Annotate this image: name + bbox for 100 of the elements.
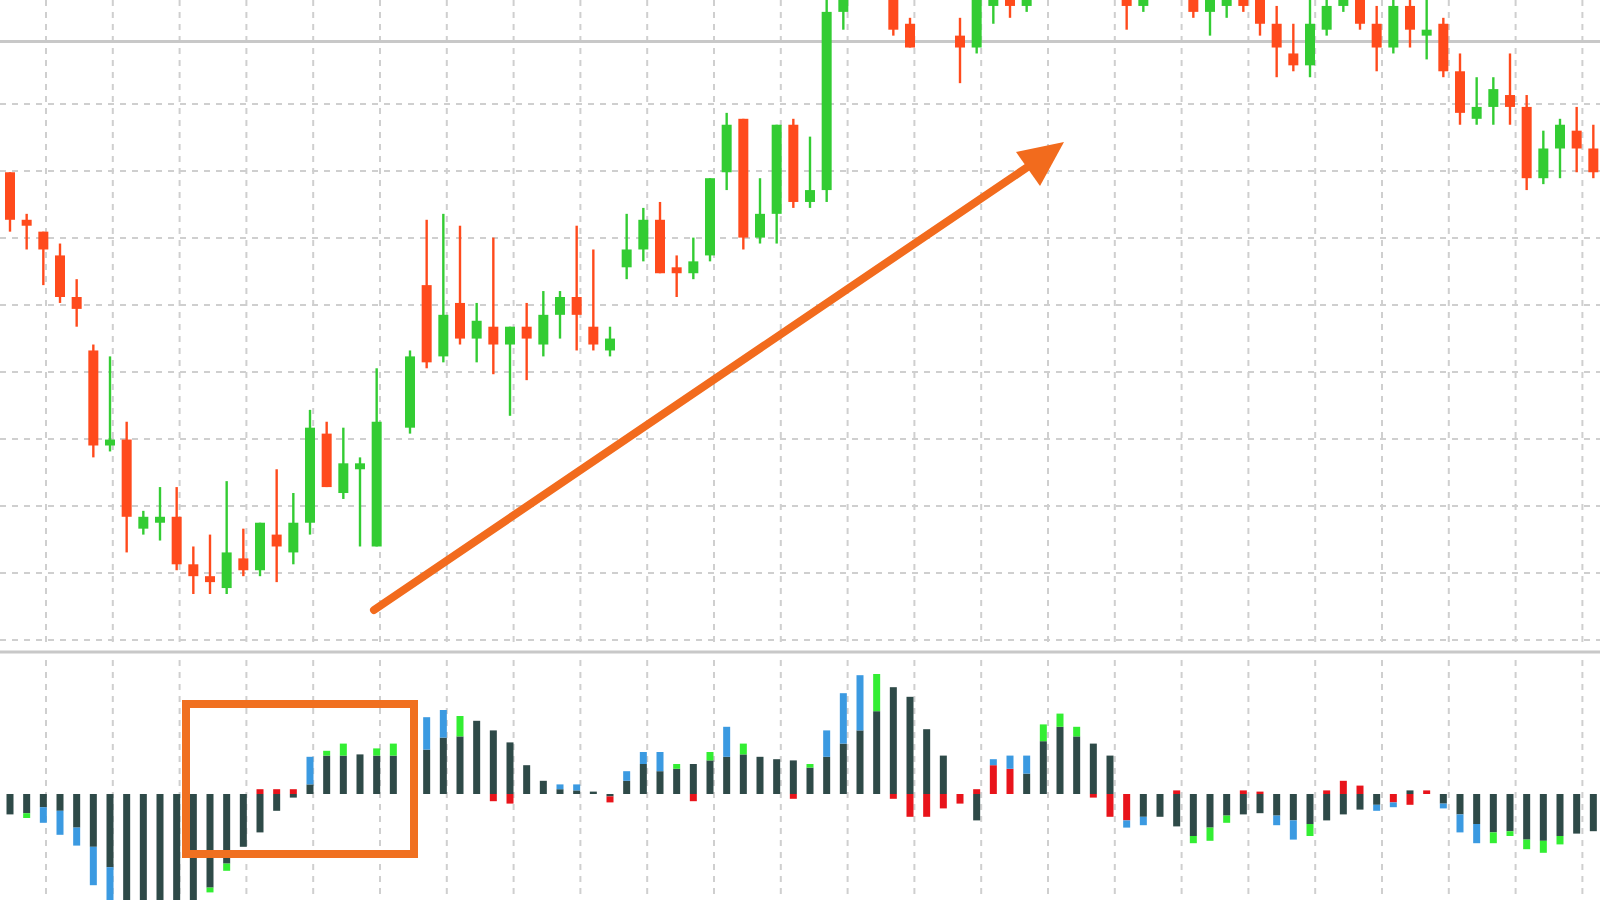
candlestick xyxy=(1438,16,1449,79)
bar xyxy=(1223,794,1231,816)
candlestick xyxy=(155,485,165,542)
bar xyxy=(823,730,831,757)
candlestick xyxy=(1355,0,1365,31)
bar xyxy=(339,755,347,794)
bar xyxy=(856,675,864,731)
bar xyxy=(923,729,931,794)
candlestick xyxy=(1288,22,1299,73)
bar xyxy=(1339,780,1347,794)
bar xyxy=(1289,794,1297,821)
bar xyxy=(389,755,397,794)
candlestick xyxy=(538,289,549,358)
bar xyxy=(756,756,764,794)
bar xyxy=(1273,815,1281,826)
bar xyxy=(56,794,64,811)
bar xyxy=(1523,794,1531,840)
bar xyxy=(723,726,731,757)
bar xyxy=(456,736,464,794)
candlestick xyxy=(471,301,482,364)
candlestick xyxy=(805,135,815,210)
candlestick xyxy=(638,206,649,263)
bar xyxy=(1489,794,1497,833)
bar xyxy=(1556,794,1564,836)
candlestick xyxy=(605,325,615,358)
bar xyxy=(1339,794,1347,815)
bar xyxy=(1389,802,1397,808)
bar xyxy=(1473,824,1481,844)
bar xyxy=(1589,794,1597,832)
bar xyxy=(1173,794,1181,827)
candlestick xyxy=(205,533,215,596)
candlestick xyxy=(1405,0,1415,49)
candlestick xyxy=(505,325,515,417)
bar xyxy=(256,794,264,833)
bar xyxy=(123,794,131,900)
bar xyxy=(606,796,614,803)
bar xyxy=(789,760,797,794)
bar xyxy=(339,743,347,756)
bar xyxy=(656,752,664,772)
candlestick xyxy=(1571,105,1582,174)
bar xyxy=(1039,741,1047,794)
bar xyxy=(623,771,631,781)
bar xyxy=(106,794,114,868)
bar xyxy=(939,794,947,809)
bar xyxy=(56,810,64,835)
bar xyxy=(506,794,514,804)
candlestick xyxy=(438,212,449,364)
bar xyxy=(1256,794,1264,814)
bar xyxy=(623,780,631,794)
bar xyxy=(1039,724,1047,742)
bar xyxy=(939,755,947,794)
bar xyxy=(973,794,981,821)
bar xyxy=(6,794,14,815)
candlestick xyxy=(555,289,565,340)
bar xyxy=(423,749,431,794)
bar xyxy=(439,710,447,738)
bar xyxy=(906,794,914,817)
candlestick xyxy=(1255,0,1265,37)
bar xyxy=(39,794,47,808)
candlestick xyxy=(621,212,632,281)
bar xyxy=(706,760,714,794)
bar xyxy=(1273,794,1281,816)
bar xyxy=(1539,840,1547,853)
bar xyxy=(1106,794,1114,817)
candlestick xyxy=(355,456,365,548)
candlestick xyxy=(1305,0,1315,79)
bar xyxy=(773,759,781,794)
bar xyxy=(873,674,881,712)
bar xyxy=(1373,794,1381,805)
bar xyxy=(856,730,864,794)
bar xyxy=(723,756,731,794)
bar xyxy=(206,794,214,888)
bar xyxy=(1123,794,1131,821)
bar xyxy=(1523,839,1531,850)
candlestick xyxy=(21,212,32,251)
candlestick xyxy=(1505,52,1515,126)
bar xyxy=(1239,794,1247,815)
candlestick xyxy=(1588,123,1599,180)
bar xyxy=(1539,794,1547,841)
bar xyxy=(1223,815,1231,823)
bar xyxy=(639,764,647,794)
candlestick xyxy=(171,485,182,572)
bar xyxy=(39,807,47,823)
bar xyxy=(706,752,714,761)
bar xyxy=(739,743,747,755)
bar xyxy=(1556,836,1564,845)
candlestick xyxy=(71,277,82,328)
bar xyxy=(1456,814,1464,833)
bar xyxy=(306,784,314,794)
bar xyxy=(656,771,664,794)
bar xyxy=(539,780,547,794)
candlestick xyxy=(905,16,915,49)
bar xyxy=(489,730,497,794)
bar xyxy=(506,742,514,794)
candlestick xyxy=(588,248,599,352)
bar xyxy=(1089,743,1097,794)
bar xyxy=(1106,755,1114,794)
bar xyxy=(639,752,647,764)
bar xyxy=(573,784,581,791)
bar xyxy=(823,756,831,794)
